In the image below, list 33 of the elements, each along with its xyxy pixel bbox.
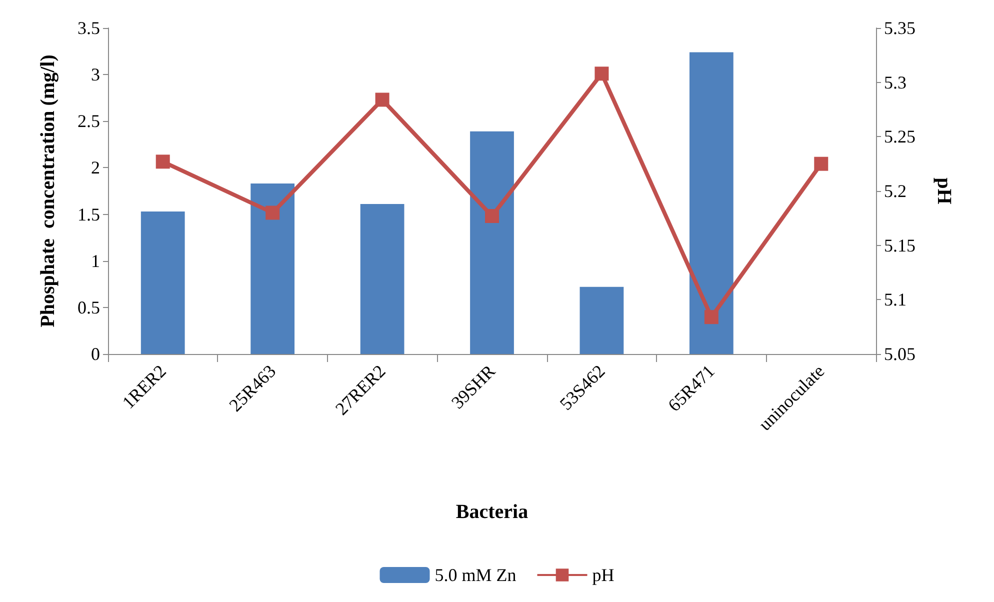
bar xyxy=(250,184,295,354)
point xyxy=(594,66,609,81)
y-tick-label: 3.5 xyxy=(78,18,100,38)
y-tick-label: 2.5 xyxy=(78,111,100,132)
bar xyxy=(689,52,734,354)
y-tick-label: 3 xyxy=(91,64,100,85)
y2-tick-label: 5.35 xyxy=(884,18,916,38)
y2-tick-label: 5.05 xyxy=(884,344,916,364)
y2-tick-label: 5.1 xyxy=(884,290,906,310)
bar xyxy=(140,211,185,354)
legend-label: pH xyxy=(592,565,614,585)
y-axis-title: Phosphate concentration (mg/l) xyxy=(37,54,59,328)
point xyxy=(704,310,718,324)
y-tick-label: 0 xyxy=(91,344,100,364)
bar xyxy=(470,131,514,354)
bar xyxy=(360,204,404,354)
point xyxy=(814,156,828,171)
y-tick-label: 1.5 xyxy=(78,204,100,224)
y2-tick-label: 5.2 xyxy=(884,181,906,201)
point xyxy=(266,206,280,220)
y2-tick-label: 5.25 xyxy=(884,126,916,147)
y2-axis-title: pH xyxy=(933,178,955,205)
y-tick-label: 1 xyxy=(91,250,100,271)
x-axis-title: Bacteria xyxy=(456,501,528,523)
y2-tick-label: 5.15 xyxy=(884,235,916,256)
point xyxy=(485,208,499,223)
y-tick-label: 2 xyxy=(91,158,100,178)
point xyxy=(375,92,390,107)
y-tick-label: 0.5 xyxy=(78,297,100,318)
legend-label: 5.0 mM Zn xyxy=(434,565,516,585)
point xyxy=(156,154,170,169)
y2-tick-label: 5.3 xyxy=(884,72,906,92)
bar xyxy=(580,286,624,354)
